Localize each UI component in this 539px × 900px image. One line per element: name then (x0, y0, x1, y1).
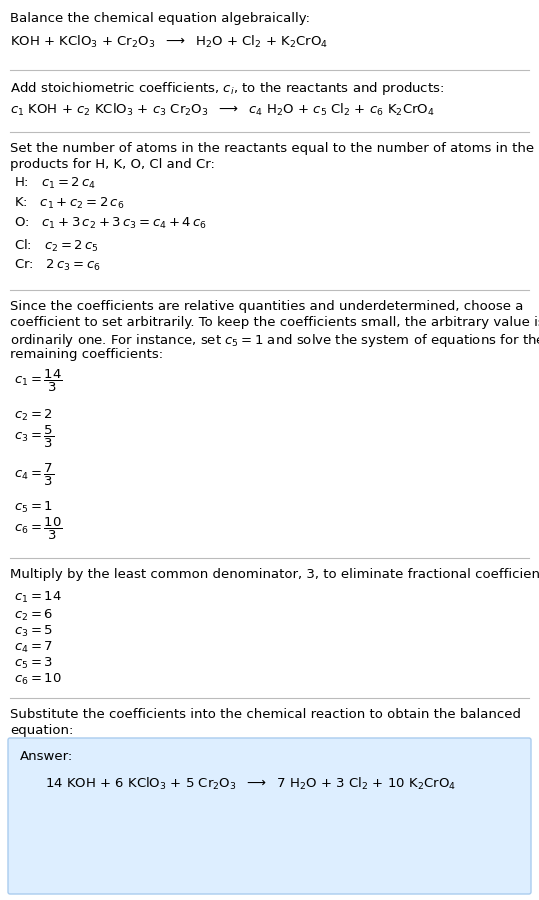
Text: $c_4 = 7$: $c_4 = 7$ (14, 640, 53, 655)
Text: $c_5 = 1$: $c_5 = 1$ (14, 500, 53, 515)
Text: Substitute the coefficients into the chemical reaction to obtain the balanced: Substitute the coefficients into the che… (10, 708, 521, 721)
Text: 14 KOH + 6 KClO$_3$ + 5 Cr$_2$O$_3$  $\longrightarrow$  7 H$_2$O + 3 Cl$_2$ + 10: 14 KOH + 6 KClO$_3$ + 5 Cr$_2$O$_3$ $\lo… (45, 776, 456, 792)
Text: $c_6 = \dfrac{10}{3}$: $c_6 = \dfrac{10}{3}$ (14, 516, 63, 542)
Text: Balance the chemical equation algebraically:: Balance the chemical equation algebraica… (10, 12, 310, 25)
Text: K:   $c_1 + c_2 = 2\,c_6$: K: $c_1 + c_2 = 2\,c_6$ (14, 196, 125, 211)
Text: products for H, K, O, Cl and Cr:: products for H, K, O, Cl and Cr: (10, 158, 215, 171)
Text: $c_2 = 6$: $c_2 = 6$ (14, 608, 53, 623)
Text: equation:: equation: (10, 724, 73, 737)
Text: remaining coefficients:: remaining coefficients: (10, 348, 163, 361)
Text: Multiply by the least common denominator, 3, to eliminate fractional coefficient: Multiply by the least common denominator… (10, 568, 539, 581)
Text: Answer:: Answer: (20, 750, 73, 763)
Text: Cl:   $c_2 = 2\,c_5$: Cl: $c_2 = 2\,c_5$ (14, 238, 99, 254)
Text: Add stoichiometric coefficients, $c_i$, to the reactants and products:: Add stoichiometric coefficients, $c_i$, … (10, 80, 444, 97)
Text: O:   $c_1 + 3\,c_2 + 3\,c_3 = c_4 + 4\,c_6$: O: $c_1 + 3\,c_2 + 3\,c_3 = c_4 + 4\,c_6… (14, 216, 207, 231)
Text: H:   $c_1 = 2\,c_4$: H: $c_1 = 2\,c_4$ (14, 176, 96, 191)
Text: Cr:   $2\,c_3 = c_6$: Cr: $2\,c_3 = c_6$ (14, 258, 101, 273)
Text: coefficient to set arbitrarily. To keep the coefficients small, the arbitrary va: coefficient to set arbitrarily. To keep … (10, 316, 539, 329)
FancyBboxPatch shape (8, 738, 531, 894)
Text: Since the coefficients are relative quantities and underdetermined, choose a: Since the coefficients are relative quan… (10, 300, 523, 313)
Text: ordinarily one. For instance, set $c_5 = 1$ and solve the system of equations fo: ordinarily one. For instance, set $c_5 =… (10, 332, 539, 349)
Text: $c_1 = \dfrac{14}{3}$: $c_1 = \dfrac{14}{3}$ (14, 368, 63, 394)
Text: $c_4 = \dfrac{7}{3}$: $c_4 = \dfrac{7}{3}$ (14, 462, 54, 488)
Text: $c_3 = \dfrac{5}{3}$: $c_3 = \dfrac{5}{3}$ (14, 424, 54, 450)
Text: $c_3 = 5$: $c_3 = 5$ (14, 624, 53, 639)
Text: $c_1 = 14$: $c_1 = 14$ (14, 590, 62, 605)
Text: Set the number of atoms in the reactants equal to the number of atoms in the: Set the number of atoms in the reactants… (10, 142, 534, 155)
Text: $c_2 = 2$: $c_2 = 2$ (14, 408, 53, 423)
Text: $c_6 = 10$: $c_6 = 10$ (14, 672, 62, 687)
Text: $c_1$ KOH + $c_2$ KClO$_3$ + $c_3$ Cr$_2$O$_3$  $\longrightarrow$  $c_4$ H$_2$O : $c_1$ KOH + $c_2$ KClO$_3$ + $c_3$ Cr$_2… (10, 102, 435, 118)
Text: $c_5 = 3$: $c_5 = 3$ (14, 656, 53, 671)
Text: KOH + KClO$_3$ + Cr$_2$O$_3$  $\longrightarrow$  H$_2$O + Cl$_2$ + K$_2$CrO$_4$: KOH + KClO$_3$ + Cr$_2$O$_3$ $\longright… (10, 34, 328, 50)
